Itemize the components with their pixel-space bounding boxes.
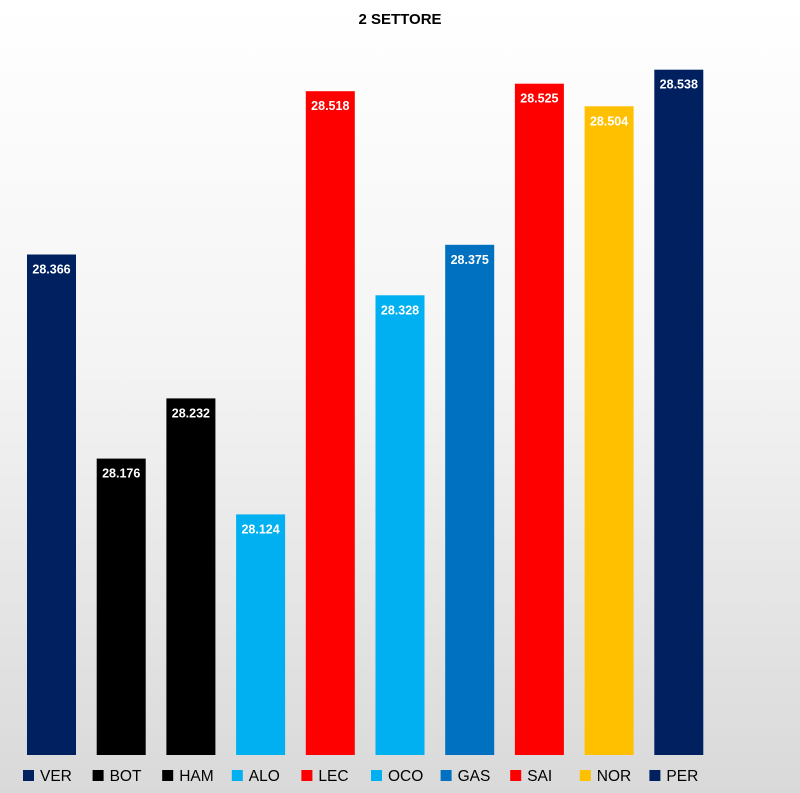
bar-ham — [166, 398, 216, 755]
data-label-nor: 28.504 — [590, 114, 628, 128]
legend-swatch-nor — [579, 770, 591, 781]
data-labels-group: 28.366 28.176 28.232 28.124 28.518 28.328 28.3… — [32, 78, 698, 537]
data-label-per: 28.538 — [660, 78, 698, 92]
data-label-lec: 28.518 — [311, 99, 349, 113]
bar-ver — [27, 254, 76, 755]
bar-bot — [96, 458, 146, 755]
legend-swatch-sai — [510, 770, 522, 781]
data-label-ham: 28.232 — [172, 406, 210, 420]
legend-label-nor: NOR — [597, 768, 631, 785]
legend-label-alo: ALO — [249, 768, 280, 785]
bar-oco — [375, 295, 425, 755]
legend-swatch-lec — [301, 770, 313, 781]
legend-label-bot: BOT — [110, 768, 142, 785]
legend-label-per: PER — [666, 768, 698, 785]
data-label-ver: 28.366 — [32, 263, 70, 277]
legend-label-lec: LEC — [318, 768, 348, 785]
legend-label-sai: SAI — [527, 768, 552, 785]
bar-per — [654, 69, 704, 755]
legend-swatch-ver — [23, 770, 34, 781]
legend-swatch-alo — [231, 770, 243, 781]
legend-label-ver: VER — [40, 768, 72, 785]
bar-alo — [236, 514, 286, 755]
legend-swatch-oco — [371, 770, 382, 781]
data-label-alo: 28.124 — [241, 522, 279, 536]
legend-label-oco: OCO — [388, 768, 423, 785]
data-label-bot: 28.176 — [102, 467, 140, 481]
data-label-gas: 28.375 — [451, 253, 489, 267]
bar-nor — [584, 106, 634, 756]
legend-label-gas: GAS — [458, 768, 491, 785]
data-label-sai: 28.525 — [520, 92, 558, 106]
legend-swatch-gas — [440, 770, 452, 781]
legend-swatch-bot — [92, 770, 104, 781]
bar-gas — [445, 244, 495, 756]
chart-title: 2 SETTORE — [358, 11, 441, 28]
bars-group — [27, 69, 704, 756]
legend: VER BOT HAM ALO LEC OCO GAS SAI NOR PER — [23, 768, 698, 785]
legend-swatch-per — [649, 770, 661, 781]
bar-lec — [305, 91, 355, 755]
legend-swatch-ham — [162, 770, 174, 781]
data-label-oco: 28.328 — [381, 303, 419, 317]
bar-sai — [514, 83, 564, 755]
legend-label-ham: HAM — [179, 768, 213, 785]
